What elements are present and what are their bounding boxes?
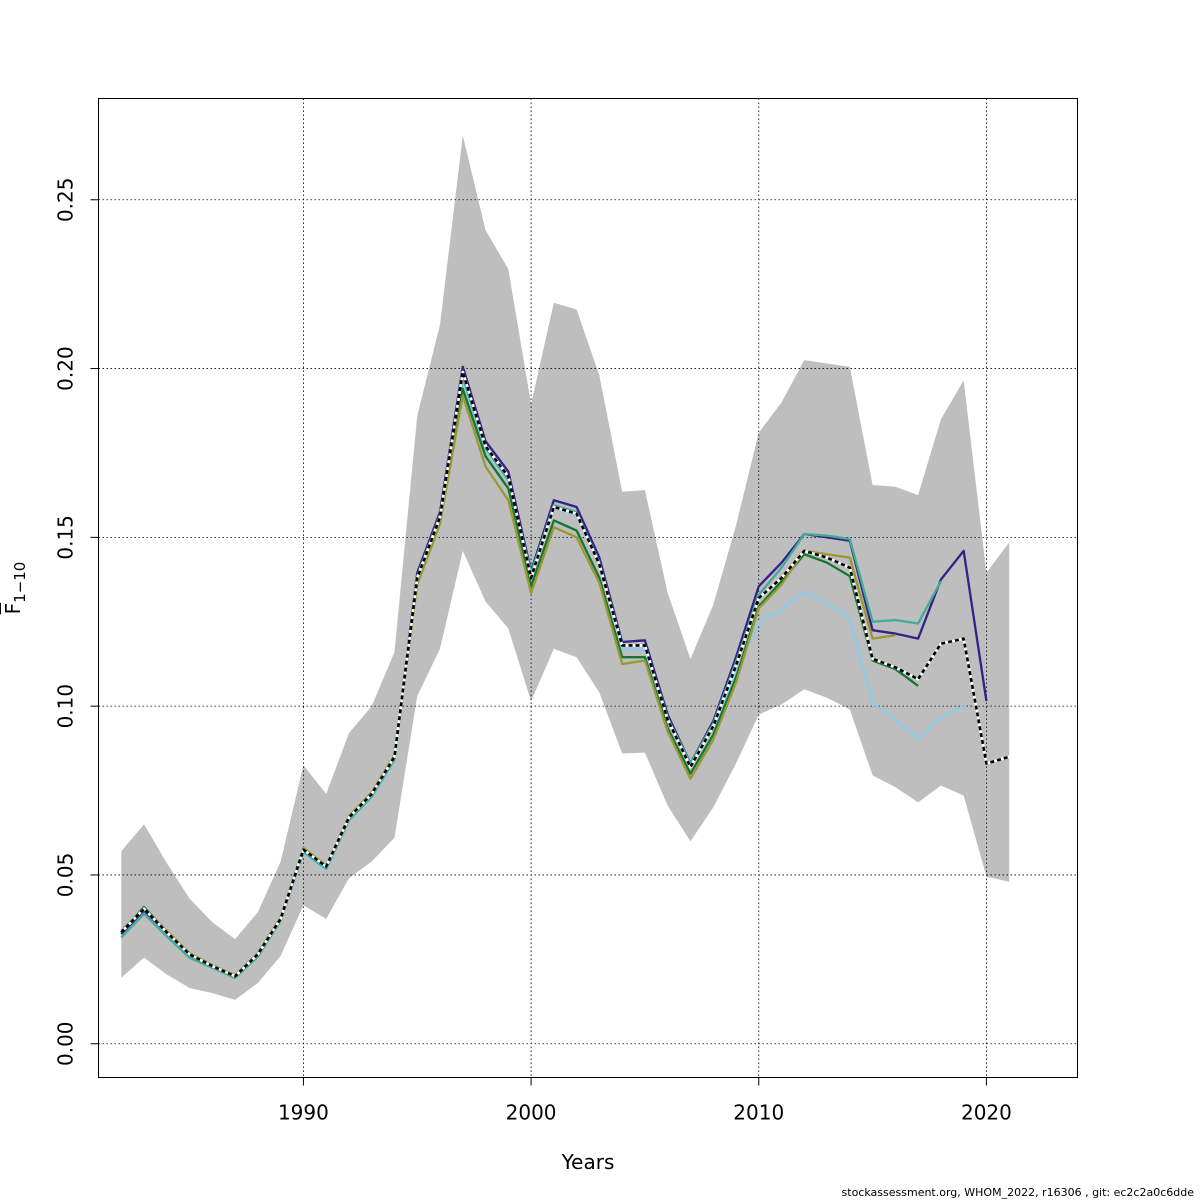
y-tick-label-group: 0.10 [54, 684, 78, 729]
confidence-band-layer [121, 135, 1010, 1000]
y-axis-title: F1−10 [1, 562, 29, 615]
y-tick-label-group: 0.00 [54, 1021, 78, 1066]
y-tick-label-group: 0.15 [54, 515, 78, 560]
y-tick-label: 0.15 [54, 515, 78, 560]
y-tick-label-group: 0.25 [54, 178, 78, 223]
axis-layer: 1990 2000 2010 2020 0.00 0.05 0.10 0.15 0.20 0.25 [54, 178, 1012, 1125]
y-tick-label: 0.05 [54, 853, 78, 898]
y-axis-title-base: F [1, 603, 25, 615]
x-tick-label: 2000 [506, 1101, 557, 1125]
y-tick-label-group: 0.05 [54, 853, 78, 898]
plot-frame [98, 98, 1078, 1078]
y-axis-title-subscript: 1−10 [11, 562, 29, 603]
confidence-band [121, 135, 1010, 1000]
x-tick-label: 1990 [278, 1101, 329, 1125]
svg-text:F1−10: F1−10 [1, 562, 29, 615]
y-tick-label: 0.25 [54, 178, 78, 223]
x-tick-label: 2020 [961, 1101, 1012, 1125]
y-tick-label-group: 0.20 [54, 346, 78, 391]
series-base-line [120, 370, 1010, 978]
footer-credit: stockassessment.org, WHOM_2022, r16306 ,… [841, 1186, 1194, 1199]
x-tick-label: 2010 [733, 1101, 784, 1125]
x-axis-title: Years [561, 1150, 615, 1174]
y-tick-label: 0.10 [54, 684, 78, 729]
y-tick-label: 0.20 [54, 346, 78, 391]
y-tick-label: 0.00 [54, 1021, 78, 1066]
series-layer [120, 365, 1010, 980]
